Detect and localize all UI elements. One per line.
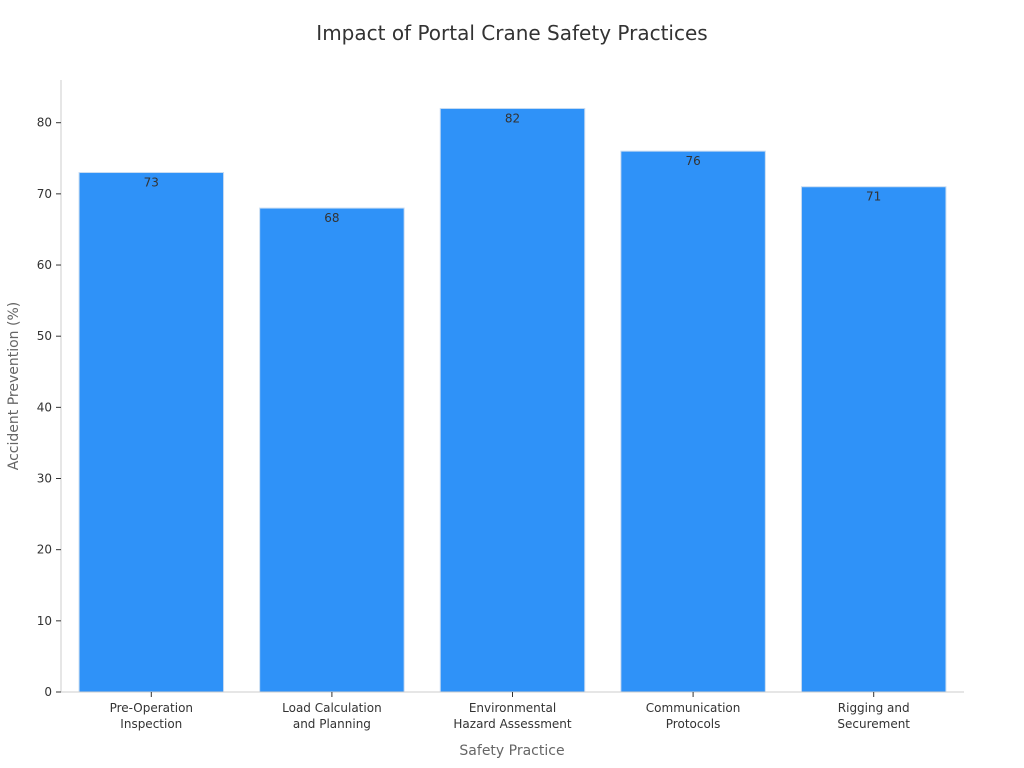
x-tick-label-line: Rigging and [838,701,910,715]
bar [439,107,586,693]
bar-value-label: 68 [324,211,339,225]
bar [259,207,405,693]
y-tick-label: 0 [44,685,52,699]
bar-value-label: 73 [144,176,159,190]
bar [78,172,225,693]
x-tick-label-line: Communication [646,701,741,715]
x-tick-label-line: Inspection [120,717,182,731]
bar [800,186,947,693]
y-tick-label: 20 [37,543,52,557]
x-tick-label-line: Hazard Assessment [453,717,571,731]
x-tick-label: Rigging and Securement [837,701,910,731]
bar-value-label: 82 [505,111,520,125]
x-tick-label-line: Securement [837,717,910,731]
x-tick-label-line: Load Calculation [282,701,382,715]
x-tick-label-line: Environmental [469,701,556,715]
axes-group: 0 10 20 30 40 50 60 70 80 Pre-Operation Inspection… [37,80,964,731]
y-tick-label: 50 [37,329,52,343]
x-tick-label-line: Pre-Operation [110,701,193,715]
y-tick-label: 40 [37,400,52,414]
bars-group [78,107,947,693]
y-tick-label: 80 [37,116,52,130]
data-labels-group: 73 68 82 76 71 [144,111,882,225]
y-axis-label: Accident Prevention (%) [6,302,22,470]
bar [620,150,766,693]
y-tick-label: 10 [37,614,52,628]
x-axis-label: Safety Practice [459,743,564,759]
bar-value-label: 71 [866,190,881,204]
x-tick-label: Load Calculation and Planning [282,701,382,731]
x-tick-label: Environmental Hazard Assessment [453,701,571,731]
y-tick-label: 60 [37,258,52,272]
x-tick-label: Communication Protocols [646,701,741,731]
y-tick-label: 70 [37,187,52,201]
chart-title: Impact of Portal Crane Safety Practices [316,21,707,45]
x-tick-label-line: Protocols [666,717,721,731]
x-tick-label-line: and Planning [293,717,371,731]
bar-value-label: 76 [685,154,700,168]
y-tick-label: 30 [37,472,52,486]
x-tick-label: Pre-Operation Inspection [110,701,193,731]
